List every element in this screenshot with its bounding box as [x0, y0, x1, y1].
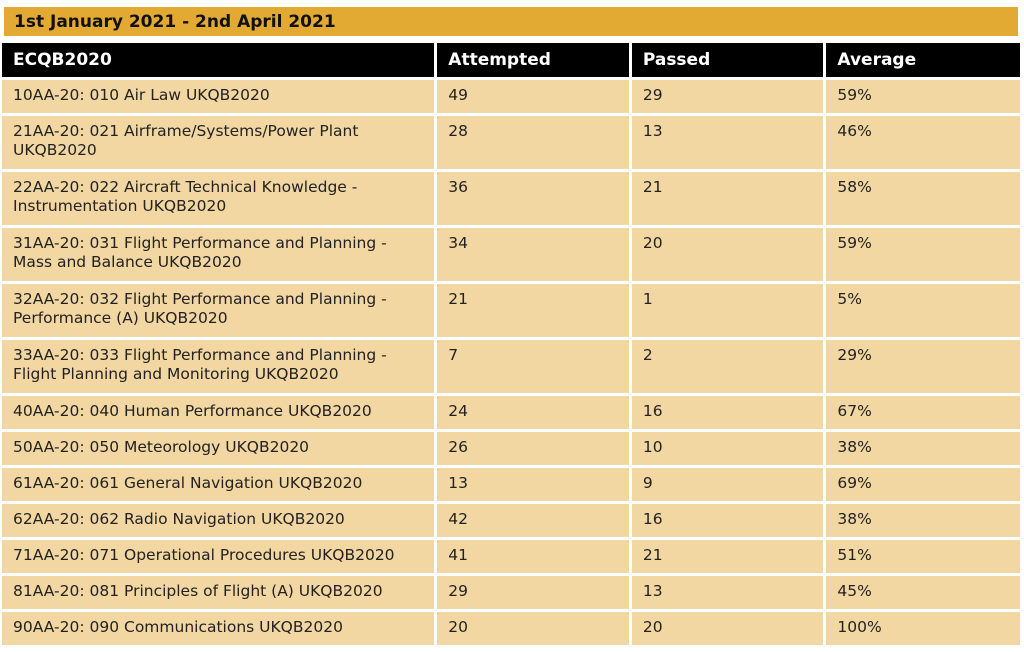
passed-value: 20	[631, 228, 824, 281]
attempted-value: 29	[437, 576, 629, 609]
attempted-value: 20	[437, 612, 629, 645]
attempted-value: 26	[437, 432, 629, 465]
results-table: ECQB2020 Attempted Passed Average 10AA-2…	[0, 40, 1023, 648]
table-row: 50AA-20: 050 Meteorology UKQB2020 26 10 …	[2, 432, 1020, 465]
passed-value: 9	[631, 468, 824, 501]
subject-name: 32AA-20: 032 Flight Performance and Plan…	[2, 284, 435, 337]
table-row: 10AA-20: 010 Air Law UKQB2020 49 29 59%	[2, 80, 1020, 113]
average-value: 100%	[826, 612, 1020, 645]
header-ecqb2020: ECQB2020	[2, 43, 435, 77]
average-value: 59%	[826, 80, 1020, 113]
passed-value: 10	[631, 432, 824, 465]
passed-value: 21	[631, 540, 824, 573]
attempted-value: 24	[437, 396, 629, 429]
subject-name: 81AA-20: 081 Principles of Flight (A) UK…	[2, 576, 435, 609]
average-value: 38%	[826, 432, 1020, 465]
subject-name: 90AA-20: 090 Communications UKQB2020	[2, 612, 435, 645]
average-value: 59%	[826, 228, 1020, 281]
table-row: 81AA-20: 081 Principles of Flight (A) UK…	[2, 576, 1020, 609]
passed-value: 16	[631, 396, 824, 429]
passed-value: 13	[631, 576, 824, 609]
subject-name: 61AA-20: 061 General Navigation UKQB2020	[2, 468, 435, 501]
results-table-container: 1st January 2021 - 2nd April 2021 ECQB20…	[2, 5, 1020, 648]
attempted-value: 42	[437, 504, 629, 537]
table-row: 21AA-20: 021 Airframe/Systems/Power Plan…	[2, 116, 1020, 169]
subject-name: 22AA-20: 022 Aircraft Technical Knowledg…	[2, 172, 435, 225]
table-row: 40AA-20: 040 Human Performance UKQB2020 …	[2, 396, 1020, 429]
header-row: ECQB2020 Attempted Passed Average	[2, 43, 1020, 77]
passed-value: 20	[631, 612, 824, 645]
subject-name: 62AA-20: 062 Radio Navigation UKQB2020	[2, 504, 435, 537]
attempted-value: 21	[437, 284, 629, 337]
date-range-banner: 1st January 2021 - 2nd April 2021	[2, 5, 1020, 38]
table-row: 31AA-20: 031 Flight Performance and Plan…	[2, 228, 1020, 281]
average-value: 38%	[826, 504, 1020, 537]
attempted-value: 13	[437, 468, 629, 501]
table-row: 90AA-20: 090 Communications UKQB2020 20 …	[2, 612, 1020, 645]
table-row: 61AA-20: 061 General Navigation UKQB2020…	[2, 468, 1020, 501]
attempted-value: 36	[437, 172, 629, 225]
average-value: 67%	[826, 396, 1020, 429]
average-value: 51%	[826, 540, 1020, 573]
subject-name: 10AA-20: 010 Air Law UKQB2020	[2, 80, 435, 113]
table-row: 22AA-20: 022 Aircraft Technical Knowledg…	[2, 172, 1020, 225]
attempted-value: 7	[437, 340, 629, 393]
table-row: 62AA-20: 062 Radio Navigation UKQB2020 4…	[2, 504, 1020, 537]
average-value: 46%	[826, 116, 1020, 169]
table-row: 33AA-20: 033 Flight Performance and Plan…	[2, 340, 1020, 393]
passed-value: 2	[631, 340, 824, 393]
subject-name: 50AA-20: 050 Meteorology UKQB2020	[2, 432, 435, 465]
passed-value: 21	[631, 172, 824, 225]
subject-name: 40AA-20: 040 Human Performance UKQB2020	[2, 396, 435, 429]
passed-value: 1	[631, 284, 824, 337]
subject-name: 33AA-20: 033 Flight Performance and Plan…	[2, 340, 435, 393]
header-passed: Passed	[631, 43, 824, 77]
average-value: 58%	[826, 172, 1020, 225]
header-average: Average	[826, 43, 1020, 77]
attempted-value: 28	[437, 116, 629, 169]
subject-name: 31AA-20: 031 Flight Performance and Plan…	[2, 228, 435, 281]
attempted-value: 49	[437, 80, 629, 113]
table-row: 71AA-20: 071 Operational Procedures UKQB…	[2, 540, 1020, 573]
average-value: 29%	[826, 340, 1020, 393]
passed-value: 13	[631, 116, 824, 169]
table-row: 32AA-20: 032 Flight Performance and Plan…	[2, 284, 1020, 337]
average-value: 5%	[826, 284, 1020, 337]
subject-name: 21AA-20: 021 Airframe/Systems/Power Plan…	[2, 116, 435, 169]
attempted-value: 41	[437, 540, 629, 573]
average-value: 45%	[826, 576, 1020, 609]
attempted-value: 34	[437, 228, 629, 281]
passed-value: 16	[631, 504, 824, 537]
average-value: 69%	[826, 468, 1020, 501]
passed-value: 29	[631, 80, 824, 113]
header-attempted: Attempted	[437, 43, 629, 77]
subject-name: 71AA-20: 071 Operational Procedures UKQB…	[2, 540, 435, 573]
